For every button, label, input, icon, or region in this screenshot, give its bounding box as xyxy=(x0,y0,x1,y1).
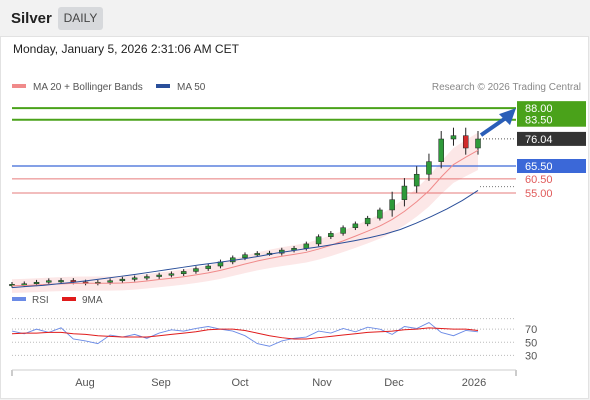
chart-header: Silver DAILY xyxy=(0,0,590,36)
level-65-50-box xyxy=(517,159,586,173)
rsi-legend-swatch-1 xyxy=(12,297,26,301)
candle-body-20 xyxy=(242,254,248,259)
level-88-00-label: 88.00 xyxy=(525,103,553,115)
candle-body-37 xyxy=(450,135,457,140)
level-76-04-box xyxy=(517,131,586,146)
candle-body-39 xyxy=(475,138,481,149)
candle-body-21 xyxy=(254,253,261,256)
candle-body-27 xyxy=(328,233,334,237)
chart-credit: Research © 2026 Trading Central xyxy=(432,82,581,93)
candle-body-16 xyxy=(193,268,199,272)
rsi-tick-30: 30 xyxy=(525,350,537,362)
candle-body-3 xyxy=(33,281,40,285)
candle-body-17 xyxy=(205,265,211,269)
candle-body-14 xyxy=(168,273,175,276)
legend-swatch-1 xyxy=(12,84,26,88)
candle-body-11 xyxy=(131,277,138,280)
candle-body-26 xyxy=(315,236,322,245)
candle-body-33 xyxy=(401,185,408,200)
timeframe-badge[interactable]: DAILY xyxy=(58,7,103,30)
ma20-line xyxy=(11,149,479,287)
candle-body-31 xyxy=(377,209,383,219)
candle-body-9 xyxy=(107,280,113,283)
level-55-00-label: 55.00 xyxy=(525,188,553,200)
rsi-legend-label-2: 9MA xyxy=(82,295,103,306)
level-88-00-box xyxy=(517,101,586,116)
legend-label-1: MA 20 + Bollinger Bands xyxy=(33,82,143,93)
chart-datetime: Monday, January 5, 2026 2:31:06 AM CET xyxy=(13,42,239,56)
x-axis-label-nov: Nov xyxy=(312,377,332,389)
x-axis-label-oct: Oct xyxy=(231,377,248,389)
candle-body-30 xyxy=(364,217,371,225)
candle-body-38 xyxy=(462,135,469,149)
candle-body-29 xyxy=(352,223,359,228)
legend-label-2: MA 50 xyxy=(177,82,206,93)
level-76-04-label: 76.04 xyxy=(525,134,553,146)
x-axis-label-sep: Sep xyxy=(151,377,171,389)
candle-body-34 xyxy=(413,173,420,187)
rsi-tick-70: 70 xyxy=(525,324,537,336)
legend-swatch-2 xyxy=(156,84,170,88)
projection-arrow-head xyxy=(499,108,516,126)
rsi-tick-50: 50 xyxy=(525,337,537,349)
candle-body-35 xyxy=(426,161,432,175)
level-60-50-label: 60.50 xyxy=(525,174,553,186)
x-axis-label-aug: Aug xyxy=(75,377,95,389)
candle-body-28 xyxy=(340,227,346,234)
rsi-legend-label-1: RSI xyxy=(32,295,49,306)
candle-body-36 xyxy=(438,138,444,162)
level-65-50-label: 65.50 xyxy=(525,161,553,173)
candle-body-10 xyxy=(119,278,126,281)
candle-body-5 xyxy=(58,280,64,283)
x-axis-label-2026: 2026 xyxy=(462,377,486,389)
candle-body-15 xyxy=(180,271,187,274)
rsi-series-9ma-line xyxy=(11,327,479,340)
level-83-50-label: 83.50 xyxy=(525,115,553,127)
level-83-50-box xyxy=(517,112,586,127)
candle-body-4 xyxy=(46,280,52,283)
rsi-series-rsi-line xyxy=(11,322,479,347)
x-axis-label-dec: Dec xyxy=(384,377,404,389)
rsi-legend-swatch-2 xyxy=(62,297,76,301)
candle-body-25 xyxy=(303,243,310,249)
candle-body-13 xyxy=(156,274,162,277)
candle-body-12 xyxy=(144,276,150,279)
candle-body-32 xyxy=(389,199,395,211)
projection-arrow-shaft xyxy=(479,115,509,137)
instrument-title: Silver xyxy=(11,10,52,27)
ma50-line xyxy=(11,190,479,289)
bollinger-band-area xyxy=(12,132,478,293)
